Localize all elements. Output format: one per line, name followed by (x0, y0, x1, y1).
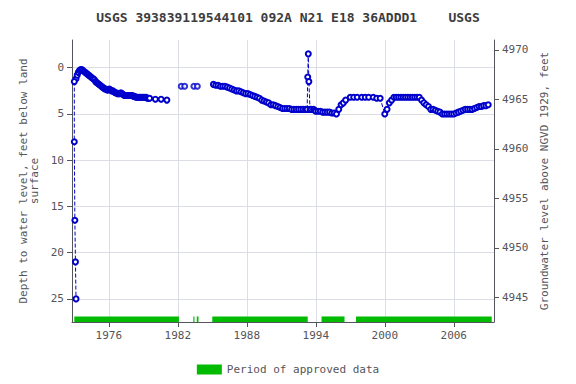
svg-text:10: 10 (51, 154, 64, 167)
svg-text:1994: 1994 (303, 329, 330, 342)
svg-text:1976: 1976 (96, 329, 123, 342)
svg-text:2000: 2000 (372, 329, 399, 342)
svg-text:2006: 2006 (441, 329, 468, 342)
svg-text:5: 5 (57, 107, 64, 120)
svg-text:USGS 393839119544101 092A N21: USGS 393839119544101 092A N21 E18 36ADDD… (96, 10, 480, 25)
svg-text:25: 25 (51, 292, 64, 305)
svg-text:surface: surface (28, 158, 41, 204)
svg-text:4960: 4960 (502, 142, 529, 155)
svg-text:Depth to water level, feet bel: Depth to water level, feet below land (16, 58, 30, 304)
svg-text:Period of approved data: Period of approved data (227, 363, 379, 376)
svg-text:0: 0 (57, 61, 64, 74)
svg-text:20: 20 (51, 246, 64, 259)
svg-text:4965: 4965 (502, 93, 529, 106)
svg-text:4970: 4970 (502, 43, 529, 56)
svg-text:4950: 4950 (502, 241, 529, 254)
svg-text:4945: 4945 (502, 291, 529, 304)
svg-text:15: 15 (51, 200, 64, 213)
svg-text:1988: 1988 (234, 329, 261, 342)
svg-text:4955: 4955 (502, 192, 529, 205)
svg-text:1982: 1982 (165, 329, 192, 342)
svg-text:Groundwater level above NGVD 1: Groundwater level above NGVD 1929, feet (538, 52, 551, 310)
